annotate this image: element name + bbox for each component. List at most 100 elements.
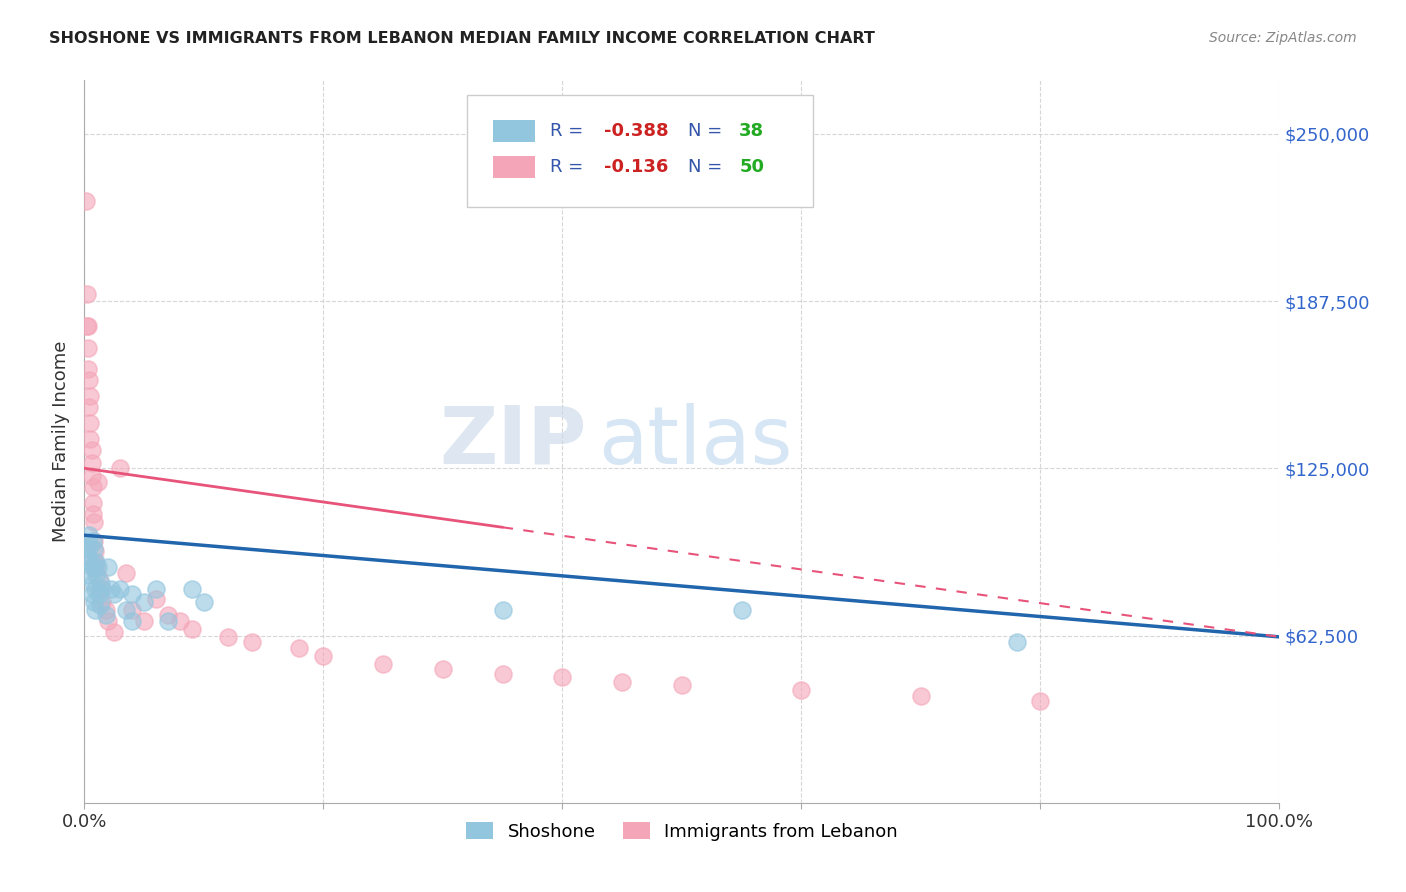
Point <box>82 507 104 521</box>
Point <box>77 341 100 355</box>
Point <box>121 587 143 601</box>
Point <box>97 614 120 628</box>
Point <box>83 515 105 529</box>
Point <box>84 555 107 569</box>
Point <box>115 566 138 580</box>
Point <box>83 541 105 556</box>
FancyBboxPatch shape <box>494 156 534 178</box>
Text: Source: ZipAtlas.com: Source: ZipAtlas.com <box>1209 31 1357 45</box>
Point <box>89 582 111 596</box>
Point <box>910 689 932 703</box>
Point <box>103 587 125 601</box>
Point <box>77 400 100 414</box>
Text: -0.388: -0.388 <box>605 122 669 140</box>
Text: -0.136: -0.136 <box>605 158 669 176</box>
Text: 38: 38 <box>740 122 765 140</box>
Text: ZIP: ZIP <box>439 402 586 481</box>
Point <box>181 582 204 596</box>
Point <box>94 603 117 617</box>
Point <box>94 608 117 623</box>
Point <box>75 194 97 208</box>
Point <box>82 576 104 591</box>
Point <box>240 635 263 649</box>
Point <box>77 362 100 376</box>
Point <box>100 582 122 596</box>
Point <box>79 416 101 430</box>
Point <box>432 662 454 676</box>
Point <box>87 571 110 585</box>
Point <box>790 683 813 698</box>
Point <box>79 432 101 446</box>
Point <box>551 670 574 684</box>
Point <box>76 541 98 556</box>
Point <box>82 480 104 494</box>
Point <box>1005 635 1028 649</box>
Point <box>157 614 180 628</box>
Point <box>77 528 100 542</box>
Point <box>86 475 108 489</box>
Point <box>76 319 98 334</box>
Point <box>76 287 98 301</box>
Point <box>217 630 239 644</box>
Point <box>77 373 100 387</box>
Point <box>288 640 311 655</box>
Point <box>77 568 100 582</box>
Point <box>80 456 103 470</box>
Text: R =: R = <box>551 122 589 140</box>
Point <box>89 598 111 612</box>
Y-axis label: Median Family Income: Median Family Income <box>52 341 70 542</box>
Legend: Shoshone, Immigrants from Lebanon: Shoshone, Immigrants from Lebanon <box>458 815 905 848</box>
Point <box>612 675 634 690</box>
Point <box>312 648 335 663</box>
Text: N =: N = <box>688 158 728 176</box>
Point <box>80 469 103 483</box>
Point <box>373 657 395 671</box>
Point <box>110 582 132 596</box>
Point <box>169 614 191 628</box>
Point <box>77 319 100 334</box>
Point <box>1029 694 1052 708</box>
Point <box>84 603 107 617</box>
Point <box>97 560 120 574</box>
Point <box>91 595 114 609</box>
Text: 50: 50 <box>740 158 765 176</box>
Point <box>86 560 108 574</box>
Point <box>83 595 105 609</box>
Point <box>145 592 167 607</box>
Point <box>132 595 156 609</box>
Text: SHOSHONE VS IMMIGRANTS FROM LEBANON MEDIAN FAMILY INCOME CORRELATION CHART: SHOSHONE VS IMMIGRANTS FROM LEBANON MEDI… <box>49 31 875 46</box>
Point <box>157 608 180 623</box>
Point <box>84 582 107 596</box>
Point <box>115 603 138 617</box>
Point <box>82 496 104 510</box>
Point <box>731 603 754 617</box>
Point <box>83 560 105 574</box>
FancyBboxPatch shape <box>467 95 814 207</box>
Point <box>110 461 132 475</box>
Point <box>86 555 108 569</box>
Point <box>103 624 125 639</box>
Point <box>492 667 515 681</box>
Point <box>145 582 167 596</box>
Point <box>83 533 105 548</box>
Point <box>77 549 100 564</box>
Text: N =: N = <box>688 122 728 140</box>
Text: R =: R = <box>551 158 589 176</box>
Point <box>91 582 114 596</box>
Text: atlas: atlas <box>599 402 793 481</box>
Point <box>671 678 693 692</box>
Point <box>86 560 108 574</box>
Point <box>86 568 108 582</box>
Point <box>193 595 215 609</box>
Point <box>121 614 143 628</box>
Point <box>80 442 103 457</box>
Point <box>80 560 103 574</box>
Point <box>181 622 204 636</box>
Point <box>121 603 143 617</box>
Point <box>84 544 107 558</box>
Point <box>132 614 156 628</box>
Point <box>80 587 103 601</box>
Point <box>82 533 104 548</box>
Point <box>87 587 110 601</box>
Point <box>79 389 101 403</box>
